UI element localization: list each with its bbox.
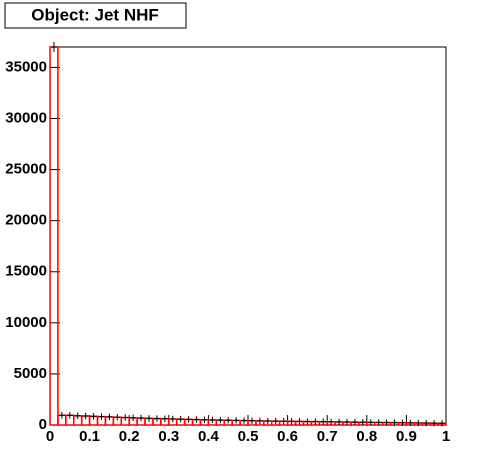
x-tick-label: 0.6 bbox=[277, 428, 298, 445]
x-tick-label: 0.9 bbox=[396, 428, 417, 445]
plot-frame bbox=[49, 46, 447, 426]
x-tick-label: 0.1 bbox=[79, 428, 100, 445]
y-tick-label: 5000 bbox=[14, 365, 47, 382]
y-tick-label: 25000 bbox=[5, 161, 47, 178]
x-tick-label: 0.4 bbox=[198, 428, 220, 445]
x-tick-label: 0.7 bbox=[317, 428, 338, 445]
title-box bbox=[4, 2, 187, 29]
y-tick-label: 10000 bbox=[5, 314, 47, 331]
x-tick-label: 0.5 bbox=[238, 428, 259, 445]
x-tick-label: 0.8 bbox=[356, 428, 377, 445]
y-tick-label: 30000 bbox=[5, 109, 47, 126]
chart-title: Object: Jet NHF bbox=[31, 5, 159, 24]
y-tick-label: 15000 bbox=[5, 263, 47, 280]
x-tick-label: 1 bbox=[442, 428, 450, 445]
x-tick-label: 0 bbox=[46, 428, 54, 445]
bar bbox=[49, 46, 59, 426]
x-tick-label: 0.3 bbox=[158, 428, 179, 445]
y-tick-label: 0 bbox=[39, 416, 47, 433]
x-tick-label: 0.2 bbox=[119, 428, 140, 445]
y-tick-label: 20000 bbox=[5, 212, 47, 229]
y-tick-label: 35000 bbox=[5, 58, 47, 75]
